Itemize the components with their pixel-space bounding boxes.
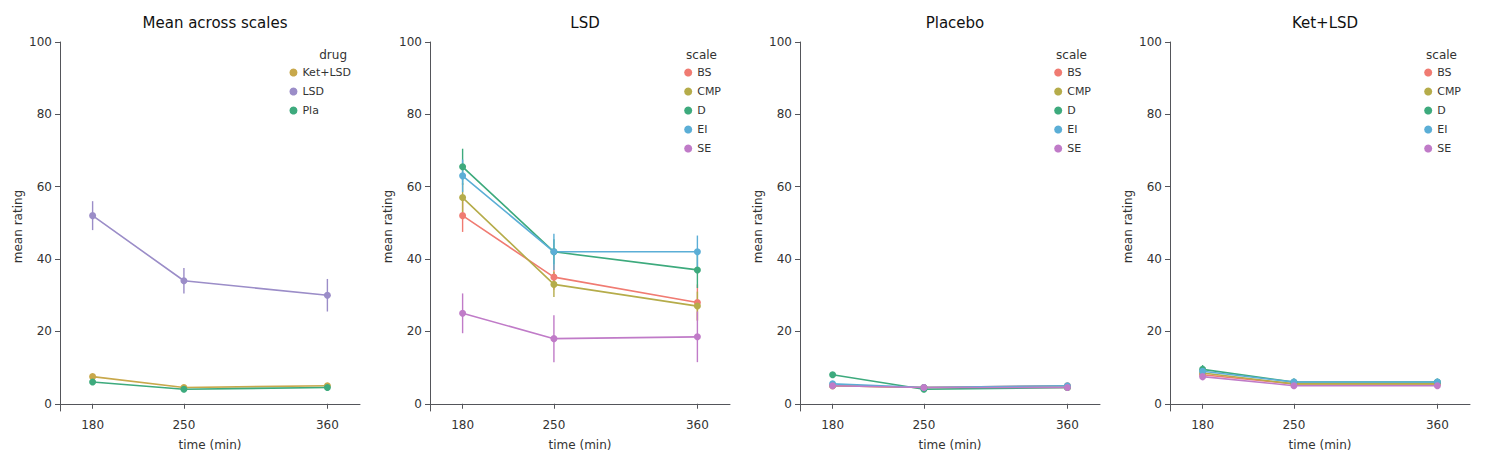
svg-text:100: 100 (29, 35, 52, 49)
svg-text:D: D (697, 104, 705, 117)
svg-text:360: 360 (686, 418, 709, 432)
svg-text:CMP: CMP (697, 85, 721, 98)
svg-text:scale: scale (686, 48, 717, 62)
svg-text:180: 180 (821, 418, 844, 432)
svg-text:LSD: LSD (570, 14, 599, 32)
svg-text:time (min): time (min) (179, 438, 242, 452)
svg-text:100: 100 (769, 35, 792, 49)
svg-text:80: 80 (777, 107, 792, 121)
svg-text:80: 80 (1147, 107, 1162, 121)
svg-text:80: 80 (407, 107, 422, 121)
svg-text:40: 40 (777, 252, 792, 266)
svg-text:mean rating: mean rating (1121, 190, 1135, 263)
svg-text:mean rating: mean rating (11, 190, 25, 263)
svg-text:SE: SE (697, 142, 711, 155)
svg-text:60: 60 (777, 180, 792, 194)
svg-text:mean rating: mean rating (751, 190, 765, 263)
svg-text:360: 360 (1426, 418, 1449, 432)
svg-text:250: 250 (912, 418, 935, 432)
svg-text:100: 100 (1139, 35, 1162, 49)
svg-text:20: 20 (1147, 324, 1162, 338)
svg-text:EI: EI (1067, 123, 1077, 136)
svg-text:0: 0 (414, 397, 422, 411)
svg-text:80: 80 (37, 107, 52, 121)
svg-text:BS: BS (1067, 66, 1081, 79)
svg-text:CMP: CMP (1067, 85, 1091, 98)
svg-text:0: 0 (1154, 397, 1162, 411)
svg-text:BS: BS (1437, 66, 1451, 79)
svg-text:360: 360 (1056, 418, 1079, 432)
svg-text:250: 250 (542, 418, 565, 432)
svg-text:time (min): time (min) (1289, 438, 1352, 452)
svg-text:40: 40 (1147, 252, 1162, 266)
svg-text:180: 180 (1191, 418, 1214, 432)
svg-text:0: 0 (784, 397, 792, 411)
svg-text:time (min): time (min) (919, 438, 982, 452)
svg-text:250: 250 (172, 418, 195, 432)
svg-text:LSD: LSD (302, 85, 324, 98)
svg-text:EI: EI (1437, 123, 1447, 136)
svg-text:20: 20 (37, 324, 52, 338)
svg-text:Ket+LSD: Ket+LSD (302, 66, 351, 79)
svg-text:scale: scale (1056, 48, 1087, 62)
svg-text:20: 20 (777, 324, 792, 338)
svg-text:Mean across scales: Mean across scales (143, 14, 288, 32)
svg-text:scale: scale (1426, 48, 1457, 62)
svg-text:180: 180 (451, 418, 474, 432)
svg-text:0: 0 (44, 397, 52, 411)
svg-text:Pla: Pla (302, 104, 318, 117)
svg-text:100: 100 (399, 35, 422, 49)
svg-text:time (min): time (min) (549, 438, 612, 452)
svg-text:Placebo: Placebo (926, 14, 985, 32)
svg-text:CMP: CMP (1437, 85, 1461, 98)
svg-text:40: 40 (407, 252, 422, 266)
svg-text:SE: SE (1067, 142, 1081, 155)
svg-text:EI: EI (697, 123, 707, 136)
svg-text:Ket+LSD: Ket+LSD (1292, 14, 1358, 32)
svg-text:SE: SE (1437, 142, 1451, 155)
svg-text:180: 180 (81, 418, 104, 432)
svg-text:250: 250 (1282, 418, 1305, 432)
svg-text:BS: BS (697, 66, 711, 79)
svg-text:60: 60 (37, 180, 52, 194)
svg-text:60: 60 (407, 180, 422, 194)
svg-text:D: D (1067, 104, 1075, 117)
svg-text:40: 40 (37, 252, 52, 266)
svg-text:mean rating: mean rating (381, 190, 395, 263)
svg-text:20: 20 (407, 324, 422, 338)
svg-text:drug: drug (319, 48, 347, 62)
svg-text:60: 60 (1147, 180, 1162, 194)
svg-text:360: 360 (316, 418, 339, 432)
svg-text:D: D (1437, 104, 1445, 117)
